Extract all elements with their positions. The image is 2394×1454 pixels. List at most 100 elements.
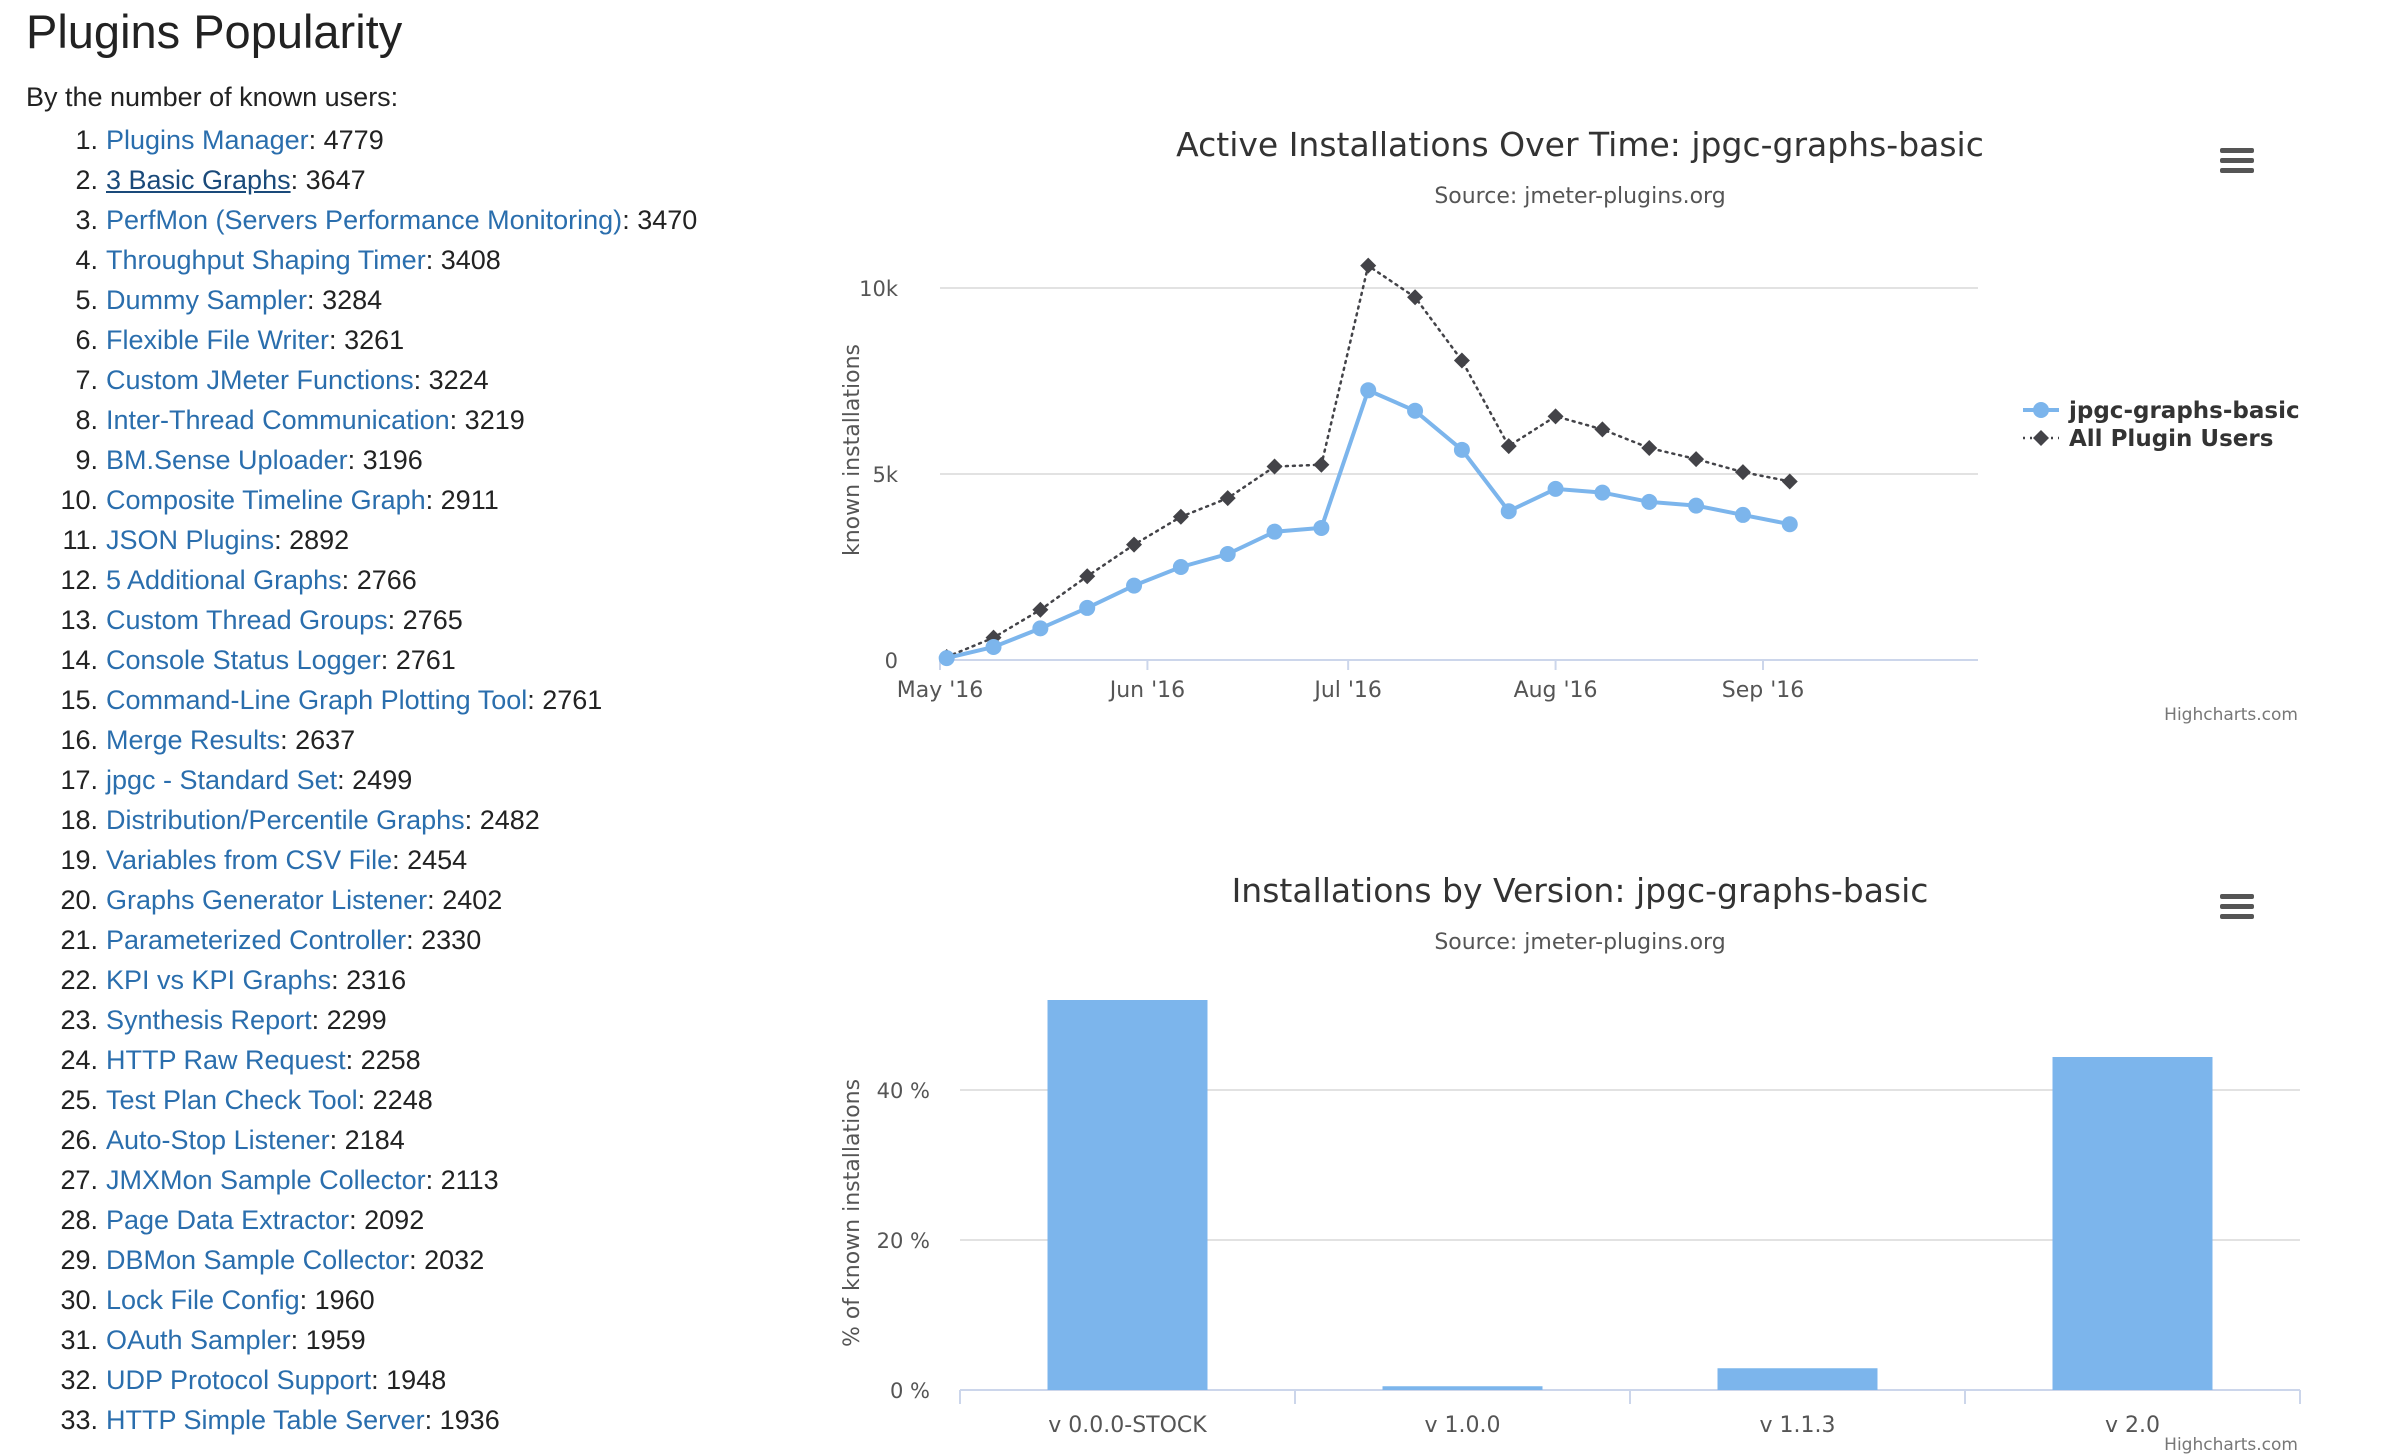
plugin-list-item: 3. PerfMon (Servers Performance Monitorin… xyxy=(0,200,697,240)
hamburger-menu-icon-bar xyxy=(2220,904,2254,909)
chart-menu-button[interactable] xyxy=(2218,894,2256,928)
plugin-rank: 22. xyxy=(60,965,98,995)
plugin-link[interactable]: jpgc - Standard Set xyxy=(106,765,338,795)
plugin-link[interactable]: Command-Line Graph Plotting Tool xyxy=(106,685,528,715)
plugin-rank: 27. xyxy=(60,1165,98,1195)
installations-by-version-chart: Installations by Version: jpgc-graphs-ba… xyxy=(800,850,2320,1454)
y-tick-label: 10k xyxy=(859,277,899,301)
plugin-separator: : xyxy=(425,485,441,515)
plugin-user-count: 3284 xyxy=(322,285,383,315)
data-point xyxy=(1500,438,1517,455)
plugin-list-item: 22. KPI vs KPI Graphs: 2316 xyxy=(0,960,406,1000)
plugin-rank: 31. xyxy=(60,1325,98,1355)
x-tick-label: Aug '16 xyxy=(1514,678,1598,703)
plugin-list-item: 30. Lock File Config: 1960 xyxy=(0,1280,375,1320)
data-point xyxy=(1219,490,1236,507)
plugin-user-count: 2330 xyxy=(421,925,482,955)
plugin-link[interactable]: DBMon Sample Collector xyxy=(106,1245,410,1275)
page-title: Plugins Popularity xyxy=(26,5,403,58)
plugin-rank: 12. xyxy=(60,565,98,595)
plugin-link[interactable]: 5 Additional Graphs xyxy=(106,565,342,595)
plugin-link[interactable]: Flexible File Writer xyxy=(106,325,330,355)
y-tick-label: 5k xyxy=(872,463,898,487)
plugin-link[interactable]: Inter-Thread Communication xyxy=(106,405,450,435)
plugin-link[interactable]: JMXMon Sample Collector xyxy=(106,1165,426,1195)
plugin-link[interactable]: Merge Results xyxy=(106,725,281,755)
data-point xyxy=(1734,464,1751,481)
plugin-list-item: 25. Test Plan Check Tool: 2248 xyxy=(0,1080,433,1120)
chart-credit: Highcharts.com xyxy=(2164,1435,2298,1454)
plugin-list-item: 10. Composite Timeline Graph: 2911 xyxy=(0,480,498,520)
data-point xyxy=(1453,352,1470,369)
y-tick-label: 0 % xyxy=(890,1379,930,1403)
plugin-link[interactable]: UDP Protocol Support xyxy=(106,1365,372,1395)
plugin-separator: : xyxy=(449,405,465,435)
plugin-link[interactable]: PerfMon (Servers Performance Monitoring) xyxy=(106,205,623,235)
data-point xyxy=(1547,408,1564,425)
legend-label: All Plugin Users xyxy=(2069,426,2273,452)
plugin-link[interactable]: JSON Plugins xyxy=(106,525,275,555)
plugin-separator: : xyxy=(406,925,422,955)
y-tick-label: 40 % xyxy=(877,1079,930,1103)
plugin-link[interactable]: Composite Timeline Graph xyxy=(106,485,426,515)
plugin-user-count: 3261 xyxy=(344,325,405,355)
plugin-link[interactable]: Synthesis Report xyxy=(106,1005,312,1035)
plugin-list-item: 5. Dummy Sampler: 3284 xyxy=(0,280,382,320)
plugin-link[interactable]: HTTP Simple Table Server xyxy=(106,1405,425,1435)
data-point xyxy=(1266,523,1283,540)
plugin-link[interactable]: Distribution/Percentile Graphs xyxy=(106,805,465,835)
x-tick-label: v 1.1.3 xyxy=(1760,1413,1836,1438)
hamburger-menu-icon xyxy=(2220,148,2254,153)
plugin-link[interactable]: Custom Thread Groups xyxy=(106,605,388,635)
data-point xyxy=(1266,458,1283,475)
plugin-link[interactable]: BM.Sense Uploader xyxy=(106,445,348,475)
plugin-user-count: 3470 xyxy=(637,205,698,235)
plugin-separator: : xyxy=(290,1325,306,1355)
plugin-link[interactable]: Page Data Extractor xyxy=(106,1205,350,1235)
y-axis-label: known installations xyxy=(840,344,865,556)
plugin-list-item: 8. Inter-Thread Communication: 3219 xyxy=(0,400,525,440)
plugin-separator: : xyxy=(425,245,441,275)
plugin-link[interactable]: Throughput Shaping Timer xyxy=(106,245,426,275)
plugin-link[interactable]: Lock File Config xyxy=(106,1285,300,1315)
data-point xyxy=(1500,503,1517,520)
chart-menu-button[interactable] xyxy=(2218,148,2256,182)
plugin-link[interactable]: Parameterized Controller xyxy=(106,925,407,955)
plugin-link[interactable]: Auto-Stop Listener xyxy=(106,1125,330,1155)
data-point xyxy=(1360,257,1377,274)
chart-title: Active Installations Over Time: jpgc-gra… xyxy=(1176,125,1984,164)
plugin-link[interactable]: Variables from CSV File xyxy=(106,845,393,875)
data-point xyxy=(1079,568,1096,585)
plugin-link[interactable]: 3 Basic Graphs xyxy=(106,165,291,195)
plugin-list-item: 18. Distribution/Percentile Graphs: 2482 xyxy=(0,800,539,840)
plugin-separator: : xyxy=(427,885,443,915)
plugin-user-count: 2402 xyxy=(442,885,503,915)
x-tick-label: May '16 xyxy=(897,678,984,703)
plugin-user-count: 3408 xyxy=(440,245,501,275)
plugin-link[interactable]: Dummy Sampler xyxy=(106,285,308,315)
plugin-separator: : xyxy=(425,1165,441,1195)
data-point xyxy=(1313,456,1330,473)
plugin-link[interactable]: HTTP Raw Request xyxy=(106,1045,346,1075)
bar-v-1-0-0 xyxy=(1382,1386,1543,1390)
plugin-link[interactable]: KPI vs KPI Graphs xyxy=(106,965,332,995)
data-point xyxy=(1126,536,1143,553)
plugin-rank: 19. xyxy=(60,845,98,875)
plugin-link[interactable]: Test Plan Check Tool xyxy=(106,1085,358,1115)
plugin-list-item: 7. Custom JMeter Functions: 3224 xyxy=(0,360,488,400)
plugin-list-item: 19. Variables from CSV File: 2454 xyxy=(0,840,467,880)
plugin-user-count: 1960 xyxy=(314,1285,375,1315)
active-installations-chart: Active Installations Over Time: jpgc-gra… xyxy=(800,110,2320,750)
plugin-separator: : xyxy=(329,1125,345,1155)
plugin-user-count: 3219 xyxy=(464,405,525,435)
plugin-link[interactable]: Plugins Manager xyxy=(106,125,309,155)
plugin-rank: 32. xyxy=(60,1365,98,1395)
plugin-user-count: 2248 xyxy=(372,1085,433,1115)
plugin-list-item: 14. Console Status Logger: 2761 xyxy=(0,640,455,680)
plugin-link[interactable]: Graphs Generator Listener xyxy=(106,885,428,915)
plugin-list-item: 28. Page Data Extractor: 2092 xyxy=(0,1200,424,1240)
plugin-link[interactable]: OAuth Sampler xyxy=(106,1325,291,1355)
plugin-rank: 25. xyxy=(60,1085,98,1115)
plugin-link[interactable]: Custom JMeter Functions xyxy=(106,365,414,395)
plugin-link[interactable]: Console Status Logger xyxy=(106,645,381,675)
